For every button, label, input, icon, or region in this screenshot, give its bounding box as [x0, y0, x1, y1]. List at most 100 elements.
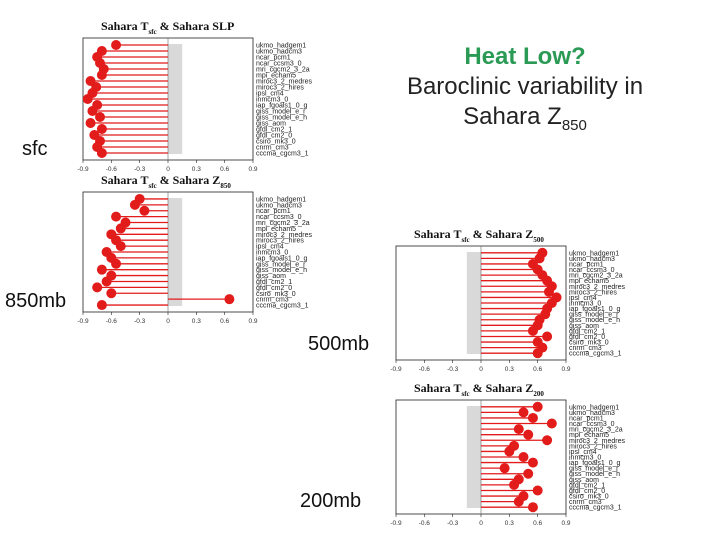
model-label: ncar_pcm1 — [256, 208, 291, 215]
model-label: gfdl_cm2_1 — [256, 127, 292, 134]
model-label: ukmo_hadgem1 — [569, 404, 619, 411]
model-label: iap_fgoals1_0_g — [569, 306, 620, 313]
chart-title-subscript-2: 500 — [533, 236, 544, 244]
data-point — [139, 205, 150, 216]
data-point — [106, 288, 117, 299]
title-line-3-text: Sahara Z — [463, 103, 562, 130]
data-point — [224, 294, 235, 305]
model-label: iap_fgoals1_0_g — [569, 460, 620, 467]
model-label: iap_fgoals1_0_g — [256, 255, 307, 262]
x-tick-label: -0.6 — [106, 166, 118, 173]
model-label: csiro_mk3_0 — [256, 139, 296, 146]
data-point — [96, 300, 107, 311]
model-label: giss_model_e_h — [256, 115, 307, 122]
model-label: miroc3_2_medres — [256, 232, 313, 239]
chart-title: Sahara Tsfc & Sahara Z200 — [414, 381, 544, 398]
data-point — [129, 199, 140, 210]
data-point — [518, 407, 529, 418]
x-tick-label: 0.3 — [505, 366, 514, 373]
data-point — [111, 211, 122, 222]
significance-band — [168, 44, 183, 154]
title-line-1: Heat Low? — [464, 43, 586, 70]
chart-title: Sahara Tsfc & Sahara Z500 — [414, 227, 544, 244]
data-point — [527, 457, 538, 468]
data-point — [534, 253, 545, 264]
model-label: mpi_echam5 — [569, 432, 609, 439]
data-point — [523, 429, 534, 440]
x-tick-label: -0.6 — [419, 366, 431, 373]
model-label: giss_model_e_r — [569, 312, 619, 319]
x-tick-label: 0.6 — [533, 520, 542, 527]
chart-title-main: Sahara T — [414, 381, 461, 395]
data-point — [111, 258, 122, 269]
model-label: giss_model_e_h — [569, 471, 620, 478]
model-label: miroc3_2_hires — [256, 238, 304, 245]
data-point — [504, 446, 515, 457]
data-point — [95, 112, 105, 122]
data-point — [532, 348, 543, 359]
model-label: ukmo_hadgem1 — [569, 250, 619, 257]
data-point — [513, 424, 524, 435]
model-label: giss_aom — [256, 273, 286, 280]
significance-band — [466, 252, 481, 354]
model-label: cccma_cgcm3_1 — [256, 151, 309, 158]
model-label: cnrm_cm3 — [569, 345, 602, 352]
model-label: mri_cgcm2_3_2a — [569, 273, 623, 280]
model-label: mri_cgcm2_3_2a — [569, 427, 623, 434]
x-tick-label: -0.9 — [390, 520, 402, 527]
data-point — [542, 435, 553, 446]
model-label: mpi_echam5 — [569, 278, 609, 285]
data-point — [542, 331, 553, 342]
chart-title-main: Sahara T — [101, 173, 148, 187]
chart-title-subscript-1: sfc — [148, 28, 156, 36]
model-label: gfdl_cm2_0 — [569, 334, 605, 341]
chart-title-rest: & Sahara Z — [470, 227, 534, 241]
x-tick-label: 0.9 — [561, 520, 570, 527]
chart-title: Sahara Tsfc & Sahara SLP — [101, 19, 234, 36]
x-tick-label: 0.9 — [248, 318, 257, 325]
model-label: gfdl_cm2_1 — [256, 279, 292, 286]
model-label: gfdl_cm2_0 — [569, 488, 605, 495]
model-label: iap_fgoals1_0_g — [256, 103, 307, 110]
x-tick-label: 0.3 — [192, 166, 201, 173]
x-tick-label: -0.3 — [134, 166, 146, 173]
chart-panel-sfc-slp: Sahara Tsfc & Sahara SLP ukmo_hadgem1ukmo… — [77, 19, 312, 173]
model-label: ncar_ccsm3_0 — [256, 61, 302, 68]
chart-title-subscript-2: 850 — [220, 182, 231, 190]
model-label: giss_model_e_h — [256, 267, 307, 274]
data-point — [518, 452, 529, 462]
x-tick-label: -0.9 — [390, 366, 402, 373]
model-label: giss_aom — [256, 121, 286, 128]
data-point — [513, 496, 524, 507]
model-label: cccma_cgcm3_1 — [256, 303, 309, 310]
data-point — [115, 223, 126, 234]
model-label: ukmo_hadcm3 — [256, 202, 302, 209]
chart-panel-sfc-z200: Sahara Tsfc & Sahara Z200 ukmo_hadgem1ukm… — [390, 381, 626, 527]
x-tick-label: -0.9 — [77, 166, 89, 173]
model-label: giss_model_e_h — [569, 317, 620, 324]
x-tick-label: 0.9 — [248, 166, 257, 173]
data-point — [101, 276, 112, 287]
data-point — [85, 118, 96, 128]
x-tick-label: 0.3 — [192, 318, 201, 325]
label-500mb: 500mb — [308, 333, 370, 355]
data-point — [92, 282, 103, 293]
model-label: giss_model_e_r — [256, 261, 306, 268]
model-label: ukmo_hadcm3 — [256, 49, 302, 56]
x-tick-label: -0.3 — [447, 520, 459, 527]
model-label: miroc3_2_hires — [569, 289, 617, 296]
data-point — [111, 40, 122, 50]
model-label: ncar_pcm1 — [569, 415, 604, 422]
model-label: ncar_pcm1 — [256, 55, 291, 62]
model-label: miroc3_2_medres — [569, 284, 626, 291]
model-label: inmcm3_0 — [256, 97, 288, 104]
model-label: ipsl_cm4 — [569, 449, 597, 456]
model-label: mpi_echam5 — [256, 73, 296, 80]
label-sfc: sfc — [22, 138, 48, 160]
model-label: miroc3_2_medres — [569, 438, 626, 445]
x-tick-label: 0 — [166, 166, 170, 173]
chart-title-subscript-2: 200 — [533, 390, 544, 398]
chart-panel-sfc-z500: Sahara Tsfc & Sahara Z500 ukmo_hadgem1ukm… — [390, 227, 626, 373]
chart-title-rest: & Sahara SLP — [157, 19, 235, 33]
model-label: ukmo_hadgem1 — [256, 196, 306, 203]
